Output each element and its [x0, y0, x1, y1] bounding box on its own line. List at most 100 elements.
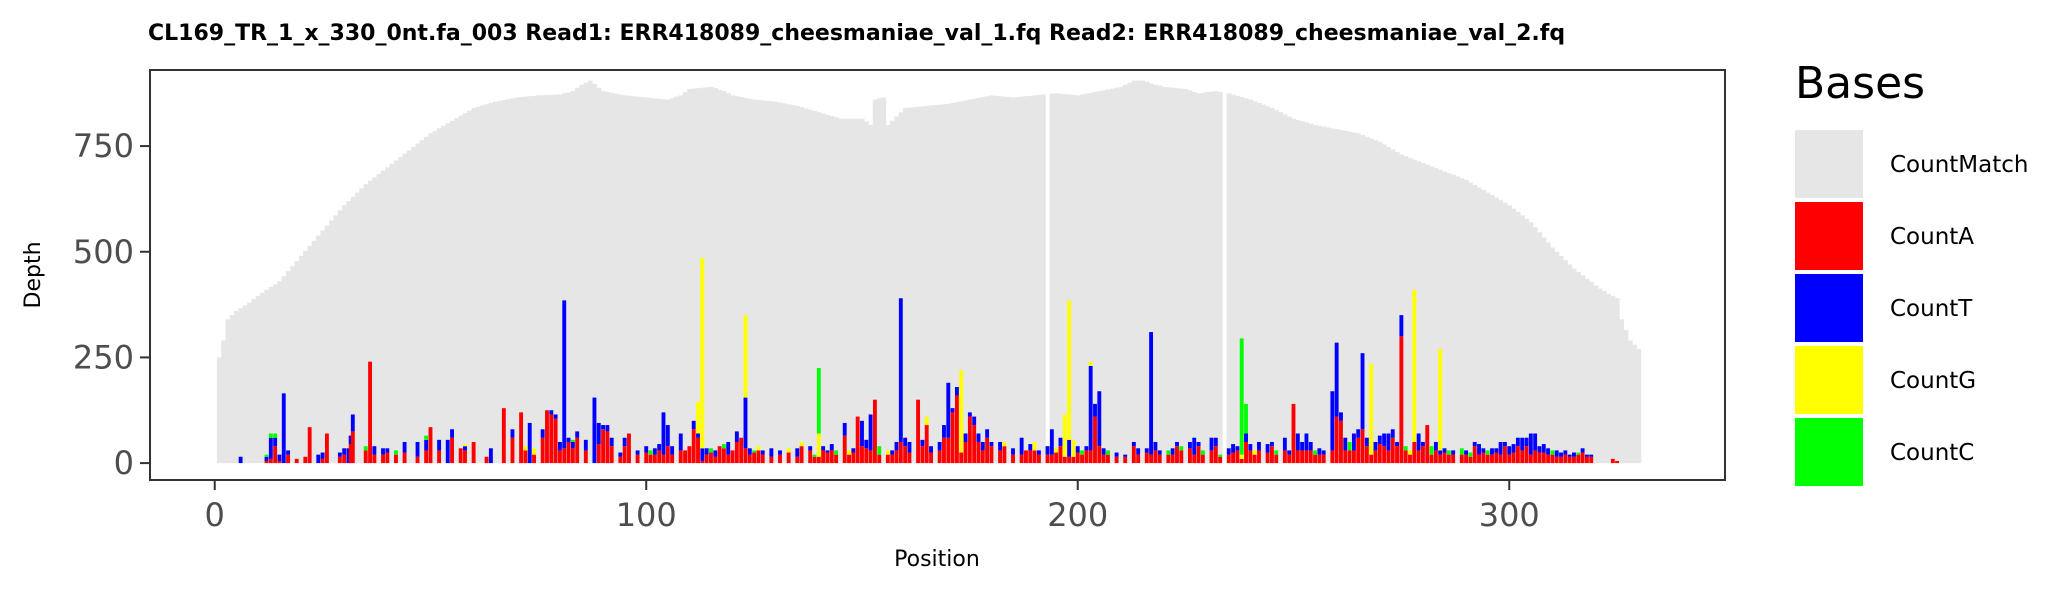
- match-bar: [1174, 88, 1180, 464]
- mismatch-bar-counta: [1541, 452, 1546, 464]
- match-bar: [540, 95, 546, 464]
- mismatch-bar-counta: [545, 410, 549, 464]
- x-tick-label: 0: [205, 496, 225, 534]
- match-bar: [743, 97, 749, 464]
- mismatch-bar-countt: [1097, 391, 1102, 447]
- match-bar: [1433, 168, 1439, 464]
- mismatch-bar-countc: [1347, 441, 1352, 451]
- mismatch-bar-counta: [760, 454, 765, 464]
- match-bar: [1476, 187, 1482, 464]
- x-axis-label: Position: [894, 547, 980, 572]
- mismatch-bar-countt: [1114, 452, 1119, 457]
- mismatch-bar-counta: [687, 446, 692, 464]
- mismatch-bar-countg: [1062, 414, 1067, 457]
- mismatch-bar-counta: [916, 399, 921, 464]
- mismatch-bar-counta: [1580, 452, 1585, 464]
- mismatch-bar-countt: [1088, 365, 1093, 451]
- mismatch-bar-countg: [959, 370, 964, 453]
- mismatch-bar-countt: [350, 414, 355, 432]
- mismatch-bar-countt: [1144, 448, 1149, 453]
- match-bar: [1330, 128, 1335, 464]
- match-bar: [838, 118, 843, 464]
- match-bar: [402, 153, 408, 464]
- match-bar: [562, 93, 567, 464]
- mismatch-bar-counta: [795, 456, 800, 464]
- mismatch-bar-counta: [618, 456, 623, 464]
- match-bar: [596, 87, 602, 464]
- mismatch-bar-countt: [320, 452, 325, 459]
- match-bar: [1028, 95, 1033, 464]
- match-bar: [372, 177, 377, 464]
- match-bar: [398, 157, 403, 464]
- mismatch-bar-countt: [1058, 437, 1063, 447]
- match-bar: [1390, 149, 1396, 464]
- match-bar: [311, 240, 317, 464]
- mismatch-bar-countt: [1451, 450, 1456, 455]
- match-bar: [1023, 96, 1029, 464]
- mismatch-bar-countt: [1011, 448, 1015, 455]
- mismatch-bar-countt: [760, 450, 765, 455]
- mismatch-bar-counta: [1408, 454, 1412, 464]
- mismatch-bar-counta: [717, 446, 722, 464]
- mismatch-bar-counta: [1533, 450, 1538, 464]
- mismatch-bar-counta: [1200, 454, 1205, 464]
- mismatch-bar-countt: [316, 454, 321, 464]
- mismatch-bar-counta: [696, 437, 700, 464]
- mismatch-bar-countt: [1546, 448, 1551, 455]
- mismatch-bar-counta: [713, 456, 718, 464]
- match-bar: [708, 86, 714, 464]
- match-bar: [1213, 91, 1219, 464]
- match-bar: [346, 201, 352, 464]
- mismatch-bar-counta: [1192, 454, 1197, 464]
- mismatch-bar-countt: [1317, 448, 1322, 455]
- match-bar: [734, 96, 740, 464]
- mismatch-bar-countt: [1382, 433, 1387, 447]
- match-bar: [566, 92, 572, 464]
- mismatch-bar-counta: [1028, 450, 1033, 464]
- mismatch-bar-counta: [1149, 454, 1154, 464]
- match-bar: [954, 102, 960, 464]
- mismatch-bar-countt: [1187, 441, 1192, 449]
- mismatch-bar-countt: [1308, 441, 1313, 451]
- match-bar: [1054, 93, 1059, 464]
- mismatch-bar-counta: [415, 456, 420, 464]
- match-bar: [1403, 156, 1409, 464]
- match-bar: [1299, 121, 1305, 464]
- match-bar: [881, 97, 887, 464]
- mismatch-bar-countt: [1438, 450, 1443, 455]
- match-bar: [544, 94, 550, 464]
- mismatch-bar-counta: [484, 456, 489, 464]
- mismatch-bar-countt: [1339, 412, 1343, 421]
- mismatch-bar-countt: [1481, 448, 1486, 453]
- match-bar: [1377, 141, 1383, 464]
- mismatch-bar-countt: [583, 439, 588, 451]
- match-bar: [234, 310, 239, 464]
- mismatch-bar-counta: [756, 450, 761, 464]
- match-bar: [1287, 116, 1292, 464]
- mismatch-bar-counta: [752, 452, 757, 464]
- mismatch-bar-countt: [450, 429, 454, 438]
- mismatch-bar-countt: [1364, 437, 1369, 447]
- mismatch-bar-counta: [1421, 446, 1425, 464]
- mismatch-bar-counta: [946, 437, 951, 464]
- match-bar: [324, 225, 330, 464]
- mismatch-bar-counta: [1136, 454, 1141, 464]
- match-bar: [1571, 268, 1577, 464]
- mismatch-bar-counta: [1097, 446, 1102, 464]
- match-bar: [488, 102, 494, 464]
- mismatch-bar-counta: [877, 454, 882, 464]
- match-bar: [505, 99, 511, 464]
- mismatch-bar-counta: [661, 454, 666, 464]
- match-bar: [933, 105, 938, 464]
- match-bar: [419, 140, 425, 464]
- match-bar: [1235, 95, 1240, 464]
- legend-title: Bases: [1795, 58, 1925, 109]
- match-bar: [665, 99, 671, 464]
- mismatch-bar-countt: [1192, 437, 1197, 455]
- mismatch-bar-counta: [829, 450, 834, 464]
- match-bar: [475, 106, 481, 464]
- mismatch-bar-counta: [1187, 448, 1192, 464]
- mismatch-bar-countt: [1282, 437, 1287, 451]
- mismatch-bar-countt: [700, 448, 705, 461]
- match-bar: [342, 205, 347, 464]
